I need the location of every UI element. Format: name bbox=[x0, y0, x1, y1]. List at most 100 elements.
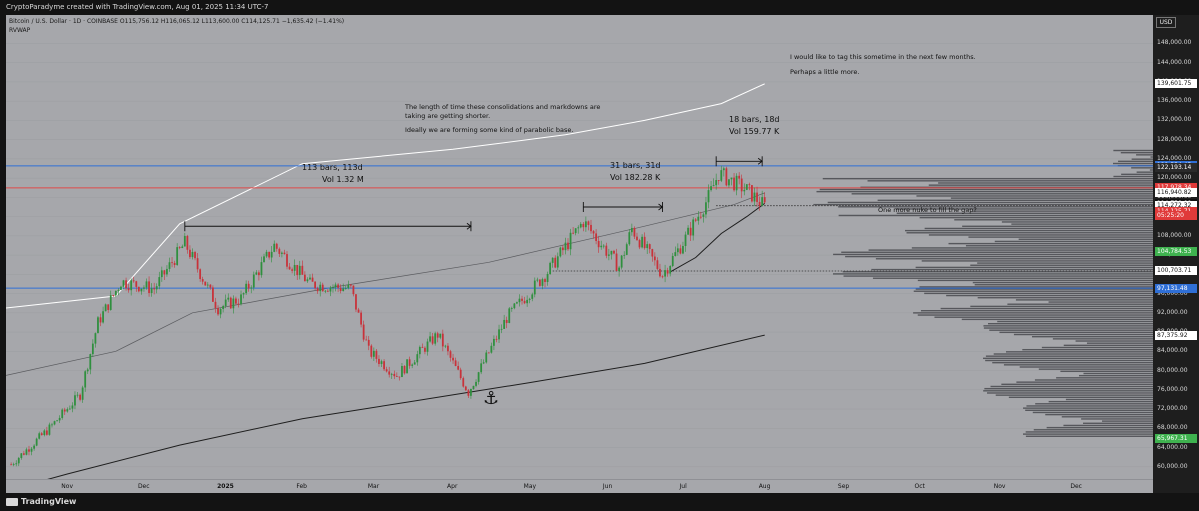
price-tick-label: 148,000.00 bbox=[1157, 39, 1192, 47]
candle-body bbox=[370, 345, 373, 357]
volume-profile-bar bbox=[1001, 221, 1153, 223]
volume-profile-bar bbox=[940, 307, 1153, 310]
volume-profile-bar bbox=[1013, 333, 1153, 336]
candle-body bbox=[505, 319, 508, 323]
volume-profile-bar bbox=[1011, 223, 1153, 225]
volume-profile-bar bbox=[1075, 340, 1153, 342]
candle-body bbox=[252, 274, 255, 288]
candle-body bbox=[710, 186, 712, 191]
volume-profile-bar bbox=[896, 212, 1153, 214]
candle-body bbox=[705, 202, 707, 215]
candle-body bbox=[104, 304, 107, 312]
candle-body bbox=[260, 262, 263, 276]
volume-profile-bar bbox=[919, 216, 1153, 219]
price-tag: 05:25:20 bbox=[1155, 210, 1197, 220]
price-tick-label: 84,000.00 bbox=[1157, 347, 1188, 355]
candle-body bbox=[756, 192, 758, 202]
candle-body bbox=[551, 257, 554, 263]
candle-body bbox=[462, 378, 465, 387]
price-tag: 117,978.34 bbox=[1155, 183, 1197, 193]
volume-profile-bar bbox=[1113, 162, 1153, 165]
candle-body bbox=[763, 197, 766, 203]
candle-body bbox=[245, 283, 248, 294]
candle-body bbox=[577, 227, 580, 229]
candle-body bbox=[183, 236, 186, 247]
volume-profile-bar bbox=[1063, 344, 1153, 347]
candle-body bbox=[30, 448, 33, 452]
candle-body bbox=[219, 309, 222, 315]
candle-body bbox=[569, 232, 572, 250]
candle-body bbox=[546, 274, 549, 282]
time-tick-label: Apr bbox=[447, 483, 458, 490]
candle-body bbox=[53, 421, 56, 425]
annotation-consolidation-1: The length of time these consolidations … bbox=[405, 103, 601, 111]
candle-body bbox=[337, 284, 339, 288]
price-tick-label: 120,000.00 bbox=[1157, 174, 1192, 182]
candle-body bbox=[352, 285, 355, 295]
candle-body bbox=[533, 280, 536, 295]
measure-arrowhead bbox=[466, 222, 472, 230]
candle-body bbox=[401, 366, 403, 378]
candle-body bbox=[268, 251, 271, 258]
candle-body bbox=[725, 168, 728, 186]
rvwap-lower-line bbox=[47, 334, 765, 479]
candle-body bbox=[590, 224, 592, 232]
candle-body bbox=[120, 286, 122, 290]
volume-profile-bar bbox=[1008, 396, 1153, 399]
candle-body bbox=[222, 305, 225, 310]
candle-body bbox=[403, 366, 406, 374]
annotation-parabolic-base: Ideally we are forming some kind of para… bbox=[405, 126, 574, 134]
candle-body bbox=[393, 373, 396, 377]
candle-body bbox=[518, 298, 521, 303]
candle-body bbox=[498, 329, 500, 340]
candle-body bbox=[618, 267, 620, 272]
volume-profile-bar bbox=[1149, 169, 1153, 171]
candle-body bbox=[56, 420, 58, 422]
candle-body bbox=[541, 279, 544, 286]
candle-body bbox=[607, 254, 610, 256]
candle-body bbox=[130, 280, 133, 291]
candle-body bbox=[656, 260, 659, 269]
candle-body bbox=[426, 341, 429, 352]
currency-label[interactable]: USD bbox=[1156, 17, 1176, 28]
volume-profile-bar bbox=[984, 387, 1153, 390]
candle-body bbox=[715, 180, 718, 186]
time-tick-label: Sep bbox=[837, 483, 850, 490]
candle-body bbox=[582, 223, 585, 228]
candle-body bbox=[528, 298, 531, 300]
candle-body bbox=[758, 201, 761, 206]
candle-body bbox=[196, 258, 199, 270]
price-axis[interactable]: USD 148,000.00144,000.00140,000.00136,00… bbox=[1153, 15, 1199, 479]
indicator-legend[interactable]: RVWAP bbox=[9, 27, 31, 34]
candle-body bbox=[472, 385, 475, 390]
candle-body bbox=[33, 445, 35, 449]
volume-profile-bar bbox=[977, 297, 1153, 299]
candle-body bbox=[745, 184, 748, 190]
volume-profile-bar bbox=[819, 188, 1153, 191]
annotation-gap: One more nuke to fill the gap? bbox=[878, 206, 977, 214]
time-tick-label: Aug bbox=[758, 483, 771, 490]
candle-body bbox=[707, 190, 710, 203]
candle-body bbox=[531, 294, 534, 299]
candle-body bbox=[35, 438, 38, 446]
candle-body bbox=[595, 233, 597, 241]
candle-body bbox=[189, 249, 191, 258]
candle-body bbox=[316, 288, 319, 292]
chart-area[interactable]: Bitcoin / U.S. Dollar · 1D · COINBASE O1… bbox=[6, 15, 1153, 479]
candle-body bbox=[452, 357, 454, 361]
symbol-legend[interactable]: Bitcoin / U.S. Dollar · 1D · COINBASE O1… bbox=[9, 18, 345, 25]
credit-text: CryptoParadyme created with TradingView.… bbox=[6, 3, 269, 11]
candle-body bbox=[250, 287, 253, 289]
chart-canvas[interactable] bbox=[6, 15, 1153, 479]
candle-body bbox=[194, 251, 196, 259]
candle-body bbox=[464, 386, 467, 391]
volume-profile-bar bbox=[827, 201, 1153, 204]
candle-body bbox=[298, 265, 301, 276]
candle-body bbox=[97, 317, 99, 334]
candle-body bbox=[408, 359, 411, 366]
candle-body bbox=[17, 457, 20, 464]
time-axis[interactable]: Nov Dec 2025 Feb Mar Apr May Jun Jul Aug Sep Oct Nov… bbox=[6, 479, 1153, 494]
candle-body bbox=[459, 369, 462, 379]
candle-body bbox=[89, 354, 92, 370]
volume-profile-bar bbox=[1060, 370, 1153, 373]
